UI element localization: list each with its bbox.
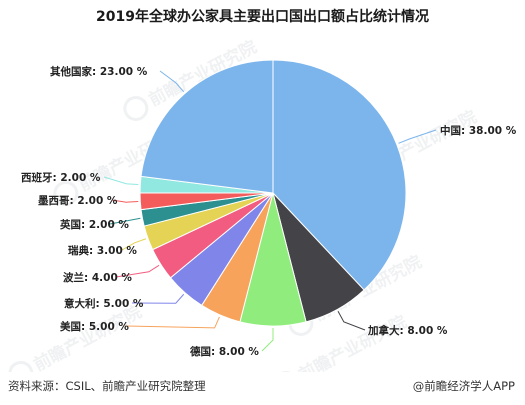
brand-credit: @前瞻经济学人APP [412,379,515,393]
leader-line-6 [115,264,160,278]
leader-line-7 [121,238,147,251]
footer: 资料来源：CSIL、前瞻产业研究院整理 @前瞻经济学人APP [0,372,525,405]
watermark-logo-icon [8,360,34,372]
data-label-2: 加拿大: 8.00 % [367,324,448,337]
watermark-logo-icon [123,95,149,121]
leader-line-3 [261,328,274,352]
leader-line-2 [337,311,366,331]
watermark: 前瞻产业研究院 [8,301,145,372]
pie-slices [139,59,407,327]
source-note: 资料来源：CSIL、前瞻产业研究院整理 [8,379,206,393]
data-label-3: 德国: 8.00 % [189,345,259,358]
pie-slice-11[interactable] [140,59,274,194]
data-label-4: 美国: 5.00 % [60,320,129,333]
data-label-1: 中国: 38.00 % [440,124,517,137]
leader-lines [103,70,437,352]
data-label-10: 西班牙: 2.00 % [21,171,101,184]
data-label-9: 墨西哥: 2.00 % [38,195,118,207]
leader-line-1 [398,129,437,144]
leader-line-10 [103,176,139,186]
leader-line-5 [131,293,185,304]
chart-title: 2019年全球办公家具主要出口国出口额占比统计情况 [96,9,429,25]
data-label-5: 意大利: 5.00 % [64,297,144,310]
data-labels: 中国: 38.00 % 加拿大: 8.00 % 德国: 8.00 % 美国: 5.00… [21,65,517,358]
leader-line-4 [124,316,220,329]
watermark-text: 前瞻产业研究院 [30,301,145,372]
data-label-8: 英国: 2.00 % [59,218,129,231]
leader-line-9 [111,199,139,203]
data-label-7: 瑞典: 3.00 % [68,244,137,257]
leader-line-11 [159,70,185,93]
leader-line-8 [109,217,141,225]
watermark-logo-icon [53,180,79,206]
pie-slice-1[interactable] [272,59,407,291]
data-label-6: 波兰: 4.00 % [63,271,132,284]
data-label-11: 其他国家: 23.00 % [50,65,148,78]
